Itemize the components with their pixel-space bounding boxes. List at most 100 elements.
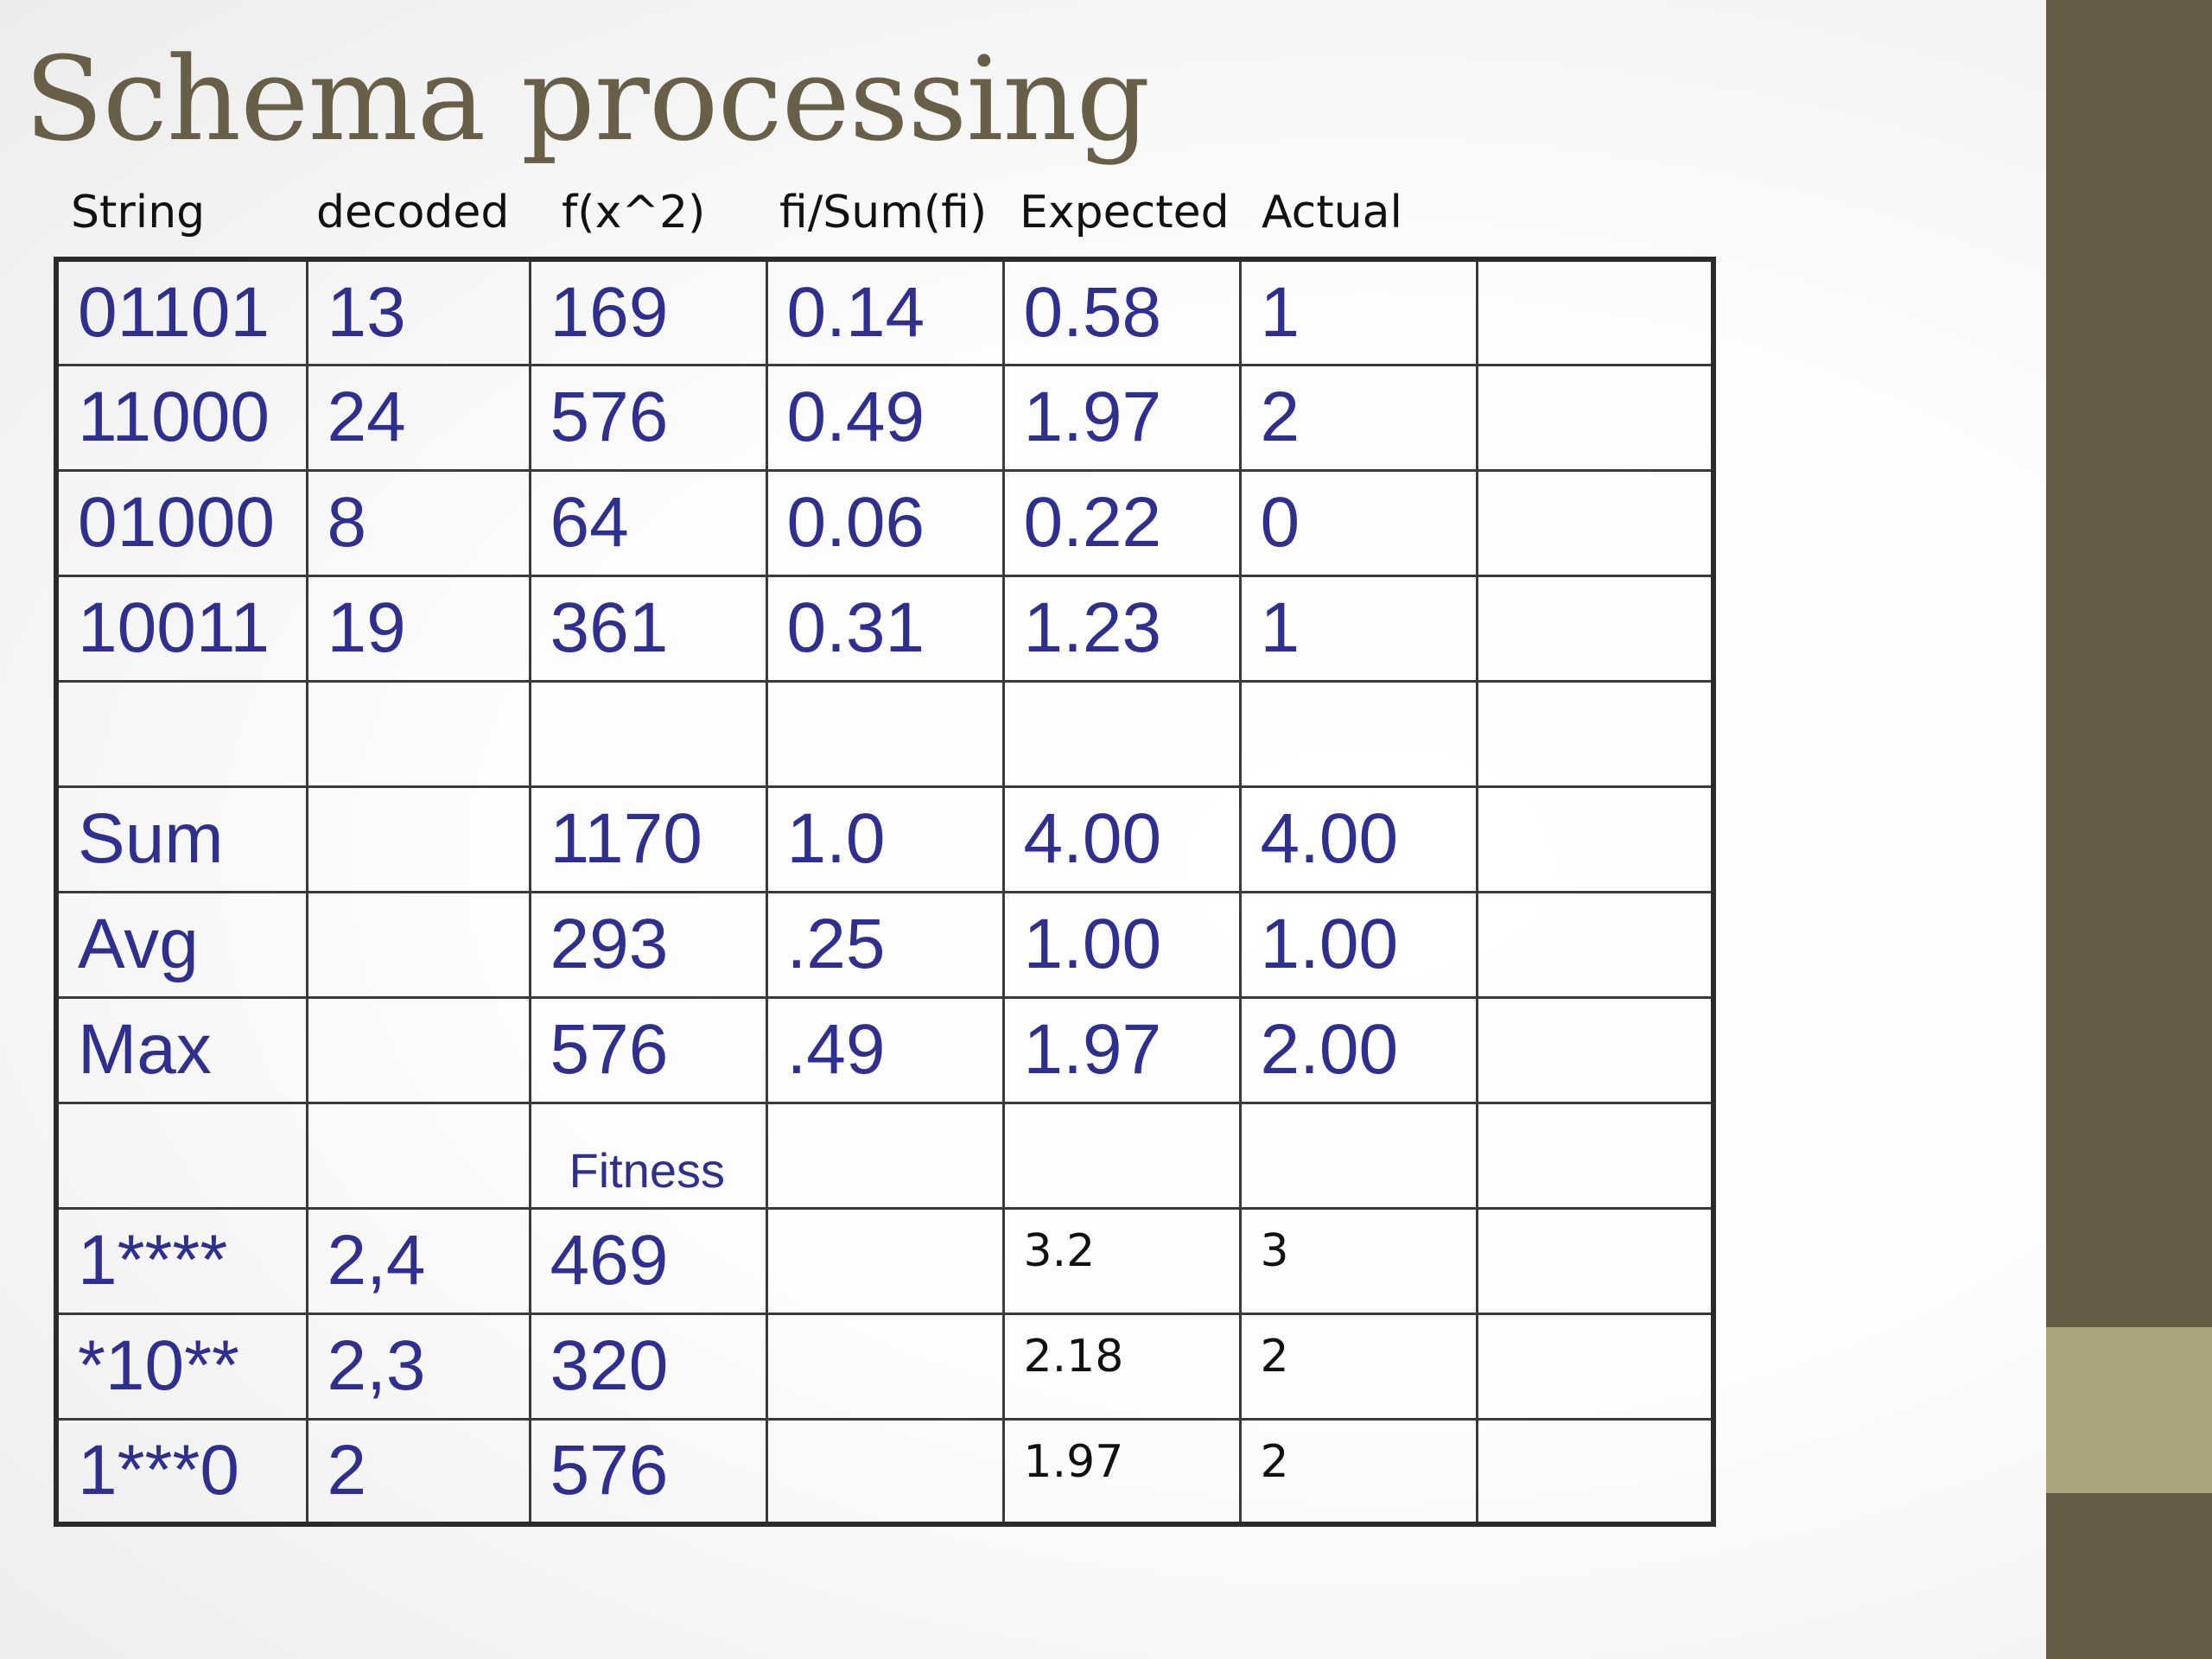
cell-label: Sum <box>54 785 308 893</box>
cell-fitness: 469 <box>528 1206 768 1315</box>
cell-empty <box>1475 785 1715 893</box>
cell-expected: 1.97 <box>1001 995 1242 1104</box>
cell-empty <box>1475 1312 1715 1421</box>
cell-actual: 2 <box>1238 1312 1478 1421</box>
cell-decoded <box>305 890 531 999</box>
cell-decoded: 13 <box>305 257 531 366</box>
cell-empty <box>54 1101 308 1210</box>
cell-decoded: 8 <box>305 468 531 577</box>
table-row-fitness-label: Fitness <box>54 1101 1715 1210</box>
cell-empty <box>305 1101 531 1210</box>
cell-empty <box>305 679 531 788</box>
cell-empty <box>1475 363 1715 472</box>
cell-empty <box>765 1101 1005 1210</box>
cell-fitness: 576 <box>528 363 768 472</box>
header-string: String <box>71 187 206 238</box>
cell-fitness: 169 <box>528 257 768 366</box>
cell-fitness: 1170 <box>528 785 768 893</box>
cell-empty <box>528 679 768 788</box>
cell-empty <box>765 679 1005 788</box>
cell-schema: 1**** <box>54 1206 308 1315</box>
cell-fraction: .49 <box>765 995 1005 1104</box>
schema-table: 01101 13 169 0.14 0.58 1 11000 24 576 0.… <box>54 257 1716 1527</box>
cell-schema: *10** <box>54 1312 308 1421</box>
cell-fraction: 0.31 <box>765 574 1005 683</box>
cell-fitness: 576 <box>528 1417 768 1526</box>
cell-label: Avg <box>54 890 308 999</box>
cell-string: 01000 <box>54 468 308 577</box>
cell-label: Max <box>54 995 308 1104</box>
cell-decoded: 2 <box>305 1417 531 1526</box>
cell-empty <box>54 679 308 788</box>
header-expected: Expected <box>1020 187 1230 238</box>
table-row-max: Max 576 .49 1.97 2.00 <box>54 995 1715 1104</box>
cell-empty <box>1475 1206 1715 1315</box>
table-row-sum: Sum 1170 1.0 4.00 4.00 <box>54 785 1715 893</box>
cell-empty <box>1475 1417 1715 1526</box>
cell-decoded: 2,3 <box>305 1312 531 1421</box>
cell-fitness: 320 <box>528 1312 768 1421</box>
cell-actual: 3 <box>1238 1206 1478 1315</box>
cell-actual: 2 <box>1238 363 1478 472</box>
cell-decoded <box>305 995 531 1104</box>
cell-empty <box>1475 468 1715 577</box>
cell-fraction <box>765 1417 1005 1526</box>
cell-fraction <box>765 1206 1005 1315</box>
cell-actual: 0 <box>1238 468 1478 577</box>
cell-expected: 0.22 <box>1001 468 1242 577</box>
table-row: 01101 13 169 0.14 0.58 1 <box>54 257 1715 366</box>
cell-expected: 0.58 <box>1001 257 1242 366</box>
cell-decoded <box>305 785 531 893</box>
cell-schema: 1***0 <box>54 1417 308 1526</box>
cell-fraction: 0.14 <box>765 257 1005 366</box>
table-row: 11000 24 576 0.49 1.97 2 <box>54 363 1715 472</box>
cell-decoded: 24 <box>305 363 531 472</box>
table-row-schema: *10** 2,3 320 2.18 2 <box>54 1312 1715 1421</box>
cell-empty <box>1475 257 1715 366</box>
cell-empty <box>1001 679 1242 788</box>
cell-fraction: .25 <box>765 890 1005 999</box>
table-row: 10011 19 361 0.31 1.23 1 <box>54 574 1715 683</box>
cell-fitness: 293 <box>528 890 768 999</box>
cell-expected: 4.00 <box>1001 785 1242 893</box>
cell-expected: 2.18 <box>1001 1312 1242 1421</box>
cell-fitness: 361 <box>528 574 768 683</box>
cell-actual: 2.00 <box>1238 995 1478 1104</box>
cell-actual: 1 <box>1238 574 1478 683</box>
table-row: 01000 8 64 0.06 0.22 0 <box>54 468 1715 577</box>
cell-expected: 1.23 <box>1001 574 1242 683</box>
table-row-schema: 1***0 2 576 1.97 2 <box>54 1417 1715 1526</box>
cell-actual: 1.00 <box>1238 890 1478 999</box>
cell-string: 11000 <box>54 363 308 472</box>
side-accent-decoration <box>2046 1327 2212 1493</box>
cell-expected: 1.97 <box>1001 363 1242 472</box>
cell-fitness: 64 <box>528 468 768 577</box>
cell-string: 01101 <box>54 257 308 366</box>
cell-fraction <box>765 1312 1005 1421</box>
fitness-label: Fitness <box>528 1101 768 1210</box>
cell-empty <box>1475 890 1715 999</box>
cell-empty <box>1475 679 1715 788</box>
cell-expected: 1.97 <box>1001 1417 1242 1526</box>
cell-fitness: 576 <box>528 995 768 1104</box>
cell-expected: 1.00 <box>1001 890 1242 999</box>
table-row-avg: Avg 293 .25 1.00 1.00 <box>54 890 1715 999</box>
table-row-schema: 1**** 2,4 469 3.2 3 <box>54 1206 1715 1315</box>
header-actual: Actual <box>1262 187 1402 238</box>
cell-decoded: 2,4 <box>305 1206 531 1315</box>
cell-actual: 2 <box>1238 1417 1478 1526</box>
header-decoded: decoded <box>316 187 510 238</box>
cell-actual: 1 <box>1238 257 1478 366</box>
cell-empty <box>1001 1101 1242 1210</box>
cell-empty <box>1238 679 1478 788</box>
table-row-blank <box>54 679 1715 788</box>
cell-empty <box>1475 995 1715 1104</box>
cell-fraction: 0.49 <box>765 363 1005 472</box>
header-fitness: f(x^2) <box>562 187 706 238</box>
cell-empty <box>1238 1101 1478 1210</box>
cell-decoded: 19 <box>305 574 531 683</box>
cell-fraction: 0.06 <box>765 468 1005 577</box>
cell-string: 10011 <box>54 574 308 683</box>
cell-empty <box>1475 1101 1715 1210</box>
cell-fraction: 1.0 <box>765 785 1005 893</box>
